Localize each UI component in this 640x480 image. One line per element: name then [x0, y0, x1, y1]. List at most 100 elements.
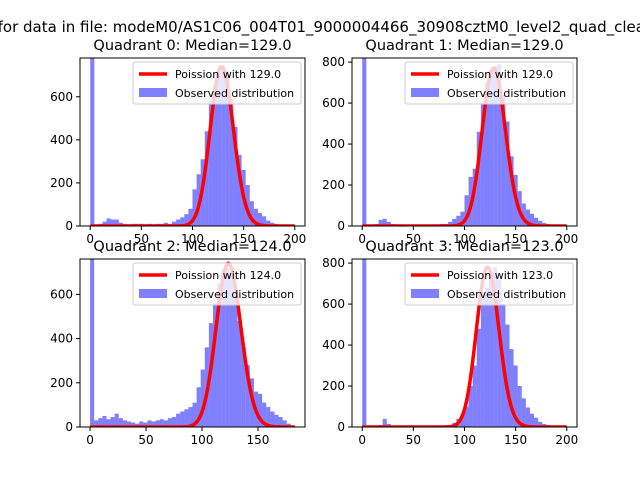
histogram-bar	[237, 320, 242, 427]
histogram-bar	[180, 411, 185, 427]
histogram-bar	[90, 58, 95, 226]
y-tick-label: 400	[50, 332, 73, 346]
histogram-bar	[464, 195, 469, 226]
subplots: 0 50 100 150 200 0 200 400 600 Quadrant 0: Median…	[50, 38, 578, 447]
x-tick-label: 150	[247, 433, 270, 447]
histogram-bar	[245, 185, 250, 226]
histogram-bar	[480, 291, 485, 427]
figure-suptitle: Plots for data in file: modeM0/AS1C06_00…	[0, 18, 640, 37]
y-tick-label: 600	[50, 90, 73, 104]
subplot-title: Quadrant 1: Median=129.0	[365, 38, 563, 54]
y-tick-label: 0	[337, 420, 345, 434]
legend-label-hist: Observed distribution	[447, 288, 566, 301]
histogram-bar	[106, 419, 111, 427]
histogram-bar	[501, 94, 506, 226]
histogram-bar	[241, 347, 246, 427]
legend-label-hist: Observed distribution	[447, 87, 566, 100]
x-tick-label: 50	[138, 433, 153, 447]
histogram-bar	[253, 208, 258, 226]
legend-box	[132, 61, 302, 105]
y-tick-label: 400	[50, 133, 73, 147]
histogram-bar	[484, 82, 490, 226]
histogram-bar	[245, 365, 250, 427]
histogram-bar	[386, 221, 391, 226]
histogram-bar	[204, 131, 209, 226]
histogram-bar	[184, 214, 189, 226]
legend-label-fit: Poission with 123.0	[447, 269, 553, 282]
histogram-bar	[217, 73, 222, 226]
histogram-bar	[464, 406, 469, 427]
histogram-bar	[167, 418, 173, 427]
histogram-bar	[221, 66, 226, 226]
histogram-bar	[221, 270, 226, 427]
subplot-quadrant-0: 0 50 100 150 200 0 200 400 600 Quadrant 0: Median…	[50, 38, 306, 246]
histogram-bar	[525, 407, 530, 427]
x-tick-label: 200	[283, 232, 306, 246]
histogram-bar	[362, 259, 367, 427]
subplot-quadrant-3: 0 50 100 150 200 0 200 400 600 800 Quadrant 3: Med…	[322, 239, 578, 447]
x-tick-label: 100	[191, 433, 214, 447]
y-tick-label: 600	[322, 96, 345, 110]
y-tick-label: 200	[322, 178, 345, 192]
legend: Poission with 129.0 Observed distribution	[132, 61, 302, 105]
histogram-bar	[143, 422, 148, 427]
legend-label-fit: Poission with 124.0	[175, 269, 281, 282]
histogram-bar	[493, 267, 498, 427]
histogram-bar	[237, 154, 242, 226]
histogram-bar	[378, 219, 383, 226]
histogram-bar	[484, 287, 490, 427]
subplot-quadrant-1: 0 50 100 150 200 0 200 400 600 800 Quadrant 1: Med…	[322, 38, 578, 246]
histogram-bar	[497, 64, 502, 226]
histogram-bar	[509, 156, 514, 226]
y-tick-label: 400	[322, 137, 345, 151]
histogram-bar	[229, 272, 234, 427]
poisson-fit-line	[361, 66, 568, 226]
x-tick-label: 200	[555, 232, 578, 246]
legend-label-fit: Poission with 129.0	[175, 68, 281, 81]
axes-frame	[79, 258, 306, 428]
histogram-bar	[278, 417, 283, 427]
histogram-bar	[382, 418, 387, 427]
histogram-bar	[122, 420, 127, 427]
poisson-fit-line	[89, 261, 296, 427]
legend-hist-swatch	[411, 289, 439, 298]
legend-box	[132, 262, 302, 306]
histogram-bar	[266, 407, 271, 427]
histogram-bar	[521, 398, 526, 427]
y-tick-label: 200	[50, 176, 73, 190]
subplot-title: Quadrant 3: Median=123.0	[365, 239, 563, 255]
histogram-bar	[188, 208, 193, 226]
poisson-fit-line	[89, 64, 296, 226]
histogram-bar	[192, 189, 197, 226]
histogram-bar	[538, 421, 543, 427]
histogram-bar	[139, 421, 144, 427]
y-tick-label: 600	[322, 297, 345, 311]
histogram-bar	[270, 411, 275, 427]
histogram-bars	[362, 259, 567, 427]
x-tick-label: 100	[453, 232, 476, 246]
histogram-bar	[538, 220, 543, 226]
x-tick-label: 50	[134, 232, 149, 246]
legend-label-hist: Observed distribution	[175, 288, 294, 301]
y-tick-label: 200	[322, 379, 345, 393]
histogram-bar	[106, 218, 111, 226]
legend-box	[404, 61, 574, 105]
subplot-quadrant-2: 0 50 100 150 0 200 400 600 Quadrant 2: Median=12…	[50, 239, 306, 447]
histogram-bar	[212, 303, 218, 427]
legend-label-fit: Poission with 129.0	[447, 68, 553, 81]
x-tick-label: 100	[181, 232, 204, 246]
legend: Poission with 123.0 Observed distribution	[404, 262, 574, 306]
y-tick-label: 200	[50, 376, 73, 390]
histogram-bar	[98, 418, 103, 427]
histogram-bar	[452, 218, 457, 226]
histogram-bar	[274, 414, 279, 427]
legend: Poission with 124.0 Observed distribution	[132, 262, 302, 306]
histogram-bar	[188, 407, 193, 427]
histogram-bar	[233, 289, 238, 427]
histogram-bar	[489, 271, 494, 427]
histogram-bar	[229, 98, 234, 226]
y-tick-label: 0	[65, 219, 73, 233]
histogram-bar	[456, 215, 461, 226]
x-tick-label: 200	[555, 433, 578, 447]
